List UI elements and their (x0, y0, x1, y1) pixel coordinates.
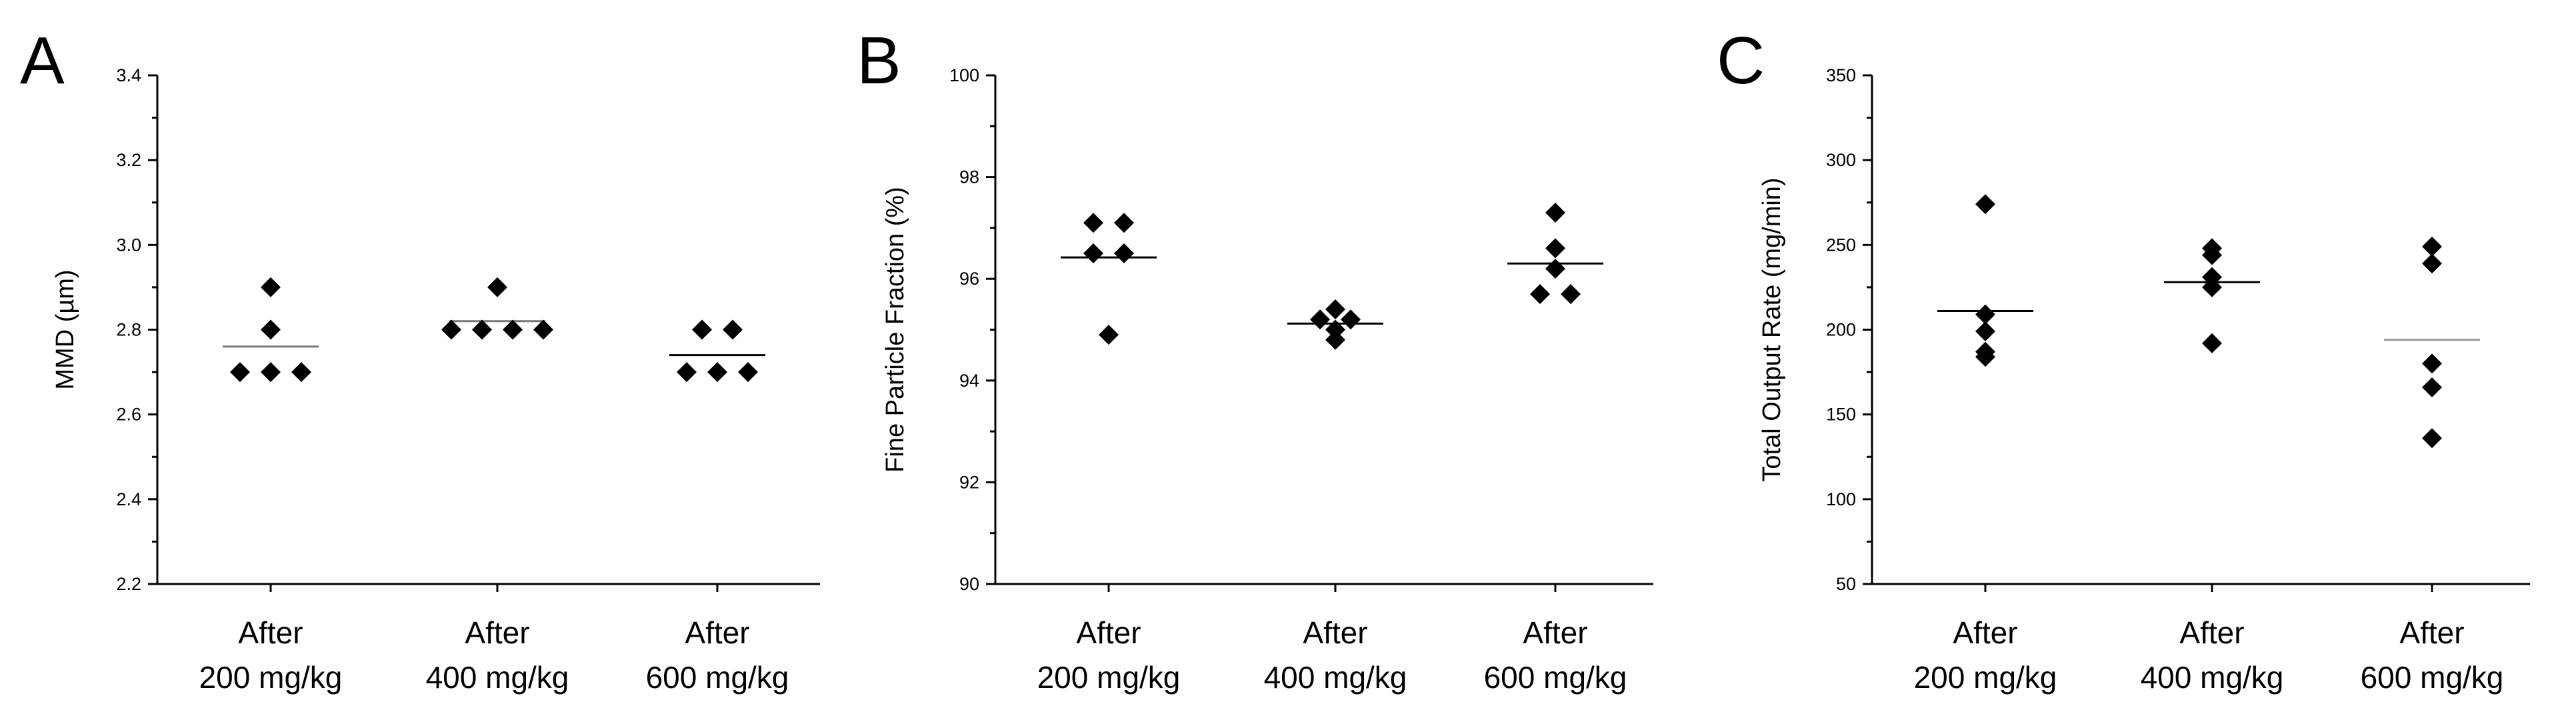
panel-letter: B (857, 23, 901, 98)
data-point (1099, 325, 1119, 345)
y-tick-label: 92 (959, 472, 979, 492)
y-tick-label: 2.6 (116, 405, 141, 425)
category-label-line1: After (2179, 615, 2244, 650)
y-tick-label: 90 (959, 574, 979, 594)
data-point (1545, 238, 1565, 258)
panel-a: A 2.2 2.4 2.6 2.8 3.0 3.2 3.4 MMD (µm) After 200 m… (20, 23, 820, 695)
category-label-line1: After (1953, 615, 2017, 650)
data-point (1114, 243, 1134, 263)
category-label-line1: After (685, 615, 749, 650)
data-point (1975, 321, 1995, 341)
data-point (261, 320, 281, 340)
y-tick-label: 50 (1836, 574, 1856, 594)
data-point (2422, 428, 2442, 448)
category-label-line2: 200 mg/kg (1037, 660, 1181, 695)
data-point (472, 320, 492, 340)
y-tick-label: 250 (1826, 235, 1856, 255)
y-axis-label: Total Output Rate (mg/min) (1758, 177, 1786, 481)
data-point (487, 277, 507, 297)
data-point (1341, 309, 1361, 329)
category-label-line1: After (238, 615, 303, 650)
data-point (692, 320, 712, 340)
data-point (291, 362, 311, 382)
category-label-line2: 600 mg/kg (2361, 660, 2504, 695)
y-tick-label: 2.2 (116, 574, 141, 594)
y-tick-label: 96 (959, 269, 979, 289)
panel-letter: A (20, 23, 65, 98)
panel-letter: C (1717, 23, 1765, 98)
category-label-line1: After (1303, 615, 1367, 650)
data-point (677, 362, 697, 382)
category-label-line2: 600 mg/kg (1484, 660, 1627, 695)
data-point (261, 277, 281, 297)
y-tick-label: 200 (1826, 320, 1856, 340)
data-point (1325, 299, 1345, 319)
panel-c: C 50 100 150 200 250 300 350 Total Output Rate (… (1717, 23, 2530, 695)
data-point (1114, 213, 1134, 233)
data-point (2202, 333, 2222, 353)
data-point (2422, 377, 2442, 397)
data-point (230, 362, 250, 382)
data-point (503, 320, 523, 340)
category-label-line1: After (2399, 615, 2464, 650)
y-tick-label: 2.8 (116, 320, 141, 340)
y-tick-label: 98 (959, 167, 979, 187)
y-tick-label: 350 (1826, 65, 1856, 85)
data-point (533, 320, 553, 340)
category-label-line2: 600 mg/kg (646, 660, 789, 695)
data-point (1561, 284, 1581, 304)
data-point (1545, 203, 1565, 223)
y-axis-label: MMD (µm) (51, 269, 79, 389)
category-label-line2: 400 mg/kg (1264, 660, 1407, 695)
data-point (1310, 309, 1330, 329)
category-label-line1: After (1523, 615, 1587, 650)
panel-b: B 90 92 94 96 98 100 Fine Particle Fraction (%)… (857, 23, 1653, 695)
y-tick-label: 3.0 (116, 235, 141, 255)
data-point (2422, 253, 2442, 273)
y-tick-label: 300 (1826, 150, 1856, 170)
y-tick-label: 3.4 (116, 65, 141, 85)
category-label-line1: After (465, 615, 529, 650)
y-tick-label: 100 (949, 65, 979, 85)
y-tick-label: 150 (1826, 405, 1856, 425)
data-point (2202, 277, 2222, 297)
data-point (2422, 353, 2442, 373)
category-label-line2: 200 mg/kg (199, 660, 343, 695)
data-point (1083, 243, 1103, 263)
y-tick-label: 3.2 (116, 150, 141, 170)
data-point (1530, 284, 1550, 304)
y-tick-label: 94 (959, 371, 979, 391)
data-point (1975, 194, 1995, 214)
data-point (1083, 213, 1103, 233)
data-point (261, 362, 281, 382)
panels: A 2.2 2.4 2.6 2.8 3.0 3.2 3.4 MMD (µm) After 200 m… (20, 23, 2530, 695)
category-label-line1: After (1076, 615, 1141, 650)
category-label-line2: 400 mg/kg (426, 660, 569, 695)
y-tick-label: 2.4 (116, 489, 141, 509)
y-axis-label: Fine Particle Fraction (%) (881, 187, 909, 473)
data-point (723, 320, 743, 340)
data-point (441, 320, 461, 340)
y-tick-label: 100 (1826, 489, 1856, 509)
data-point (1325, 330, 1345, 350)
figure: A 2.2 2.4 2.6 2.8 3.0 3.2 3.4 MMD (µm) After 200 m… (0, 0, 2576, 716)
data-point (1545, 259, 1565, 279)
data-point (707, 362, 727, 382)
category-label-line2: 400 mg/kg (2141, 660, 2284, 695)
data-point (738, 362, 758, 382)
category-label-line2: 200 mg/kg (1914, 660, 2057, 695)
